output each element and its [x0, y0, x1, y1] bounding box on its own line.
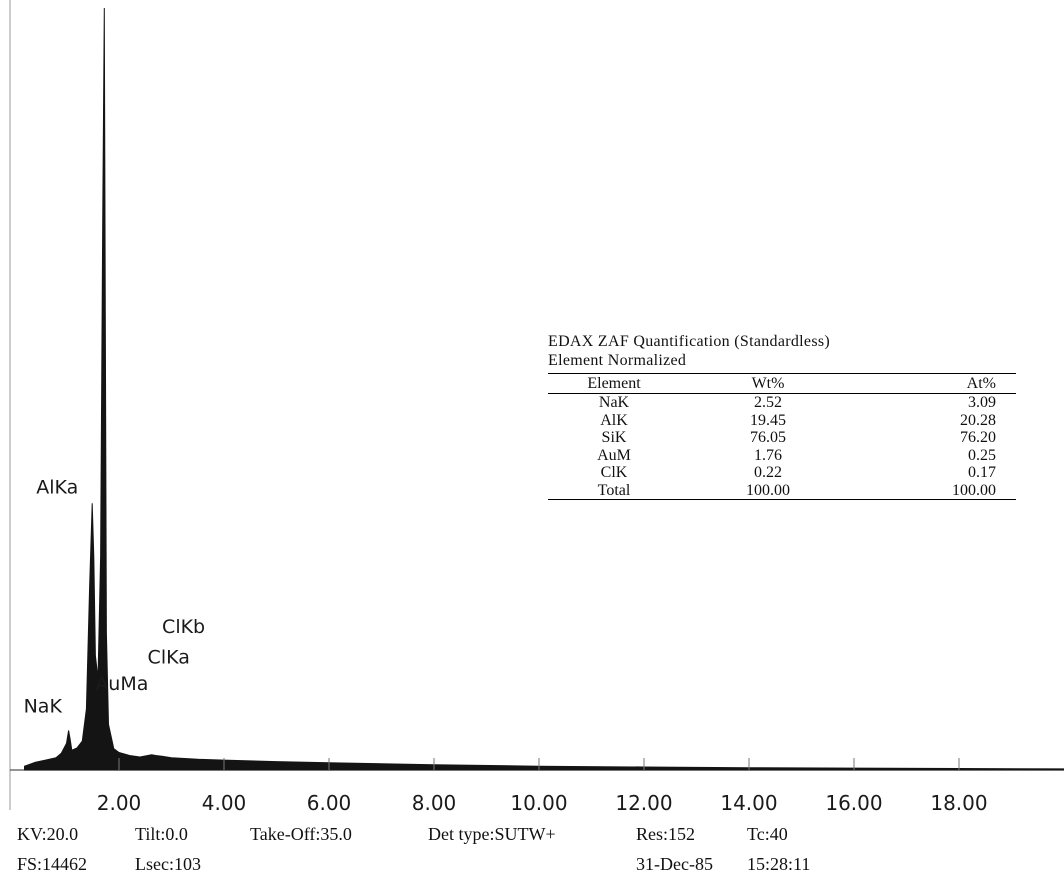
- cell-at: 20.28: [960, 411, 996, 429]
- quant-table: Element Wt% At% NaK 2.52 3.09 AlK 19.45 …: [548, 373, 1016, 500]
- spectrum-series: [24, 7, 1064, 771]
- takeoff-readout: Take-Off:35.0: [250, 824, 352, 844]
- table-row: NaK 2.52 3.09: [548, 394, 1016, 412]
- cell-wt: 19.45: [750, 411, 786, 429]
- cell-wt: 1.76: [754, 446, 782, 464]
- peak-label: NaK: [24, 695, 63, 717]
- time-constant-readout: Tc:40: [747, 824, 788, 844]
- quantification-panel: EDAX ZAF Quantification (Standardless) E…: [548, 332, 1016, 500]
- cell-at: 100.00: [856, 481, 1016, 500]
- table-row: ClK 0.22 0.17: [548, 464, 1016, 482]
- x-tick-label: 2.00: [97, 791, 142, 815]
- cell-at: 0.17: [968, 464, 996, 481]
- quant-subtitle: Element Normalized: [548, 352, 687, 369]
- cell-element: AlK: [600, 411, 628, 429]
- cell-wt: 0.22: [754, 464, 782, 481]
- cell-element: ClK: [600, 464, 628, 481]
- peak-label: AuMa: [95, 673, 148, 695]
- cell-at: 0.25: [968, 446, 996, 464]
- peak-label: ClKb: [162, 616, 205, 638]
- x-tick-label: 16.00: [825, 791, 882, 815]
- peak-label: AlKa: [36, 476, 78, 498]
- x-tick-label: 6.00: [307, 791, 352, 815]
- x-tick-label: 10.00: [510, 791, 567, 815]
- detector-type: Det type:SUTW+: [428, 824, 556, 844]
- quant-title: EDAX ZAF Quantification (Standardless): [548, 333, 831, 350]
- cell-wt: 100.00: [680, 481, 856, 500]
- table-row: AlK 19.45 20.28: [548, 412, 1016, 430]
- peak-label: ClKa: [148, 646, 190, 668]
- cell-element: SiK: [601, 429, 627, 446]
- acquisition-time: 15:28:11: [747, 854, 811, 874]
- cell-element: Total: [548, 481, 680, 500]
- table-row: AuM 1.76 0.25: [548, 447, 1016, 465]
- acquisition-info: KV:20.0 Tilt:0.0 Take-Off:35.0 Det type:…: [0, 824, 1064, 879]
- x-tick-label: 8.00: [412, 791, 457, 815]
- table-row: SiK 76.05 76.20: [548, 429, 1016, 447]
- x-tick-label: 18.00: [930, 791, 987, 815]
- x-tick-label: 14.00: [720, 791, 777, 815]
- quant-header-row: Element Wt% At%: [548, 373, 1016, 394]
- cell-wt: 2.52: [754, 394, 782, 411]
- full-scale-readout: FS:14462: [17, 854, 88, 874]
- peak-label: SiKa: [83, 0, 124, 3]
- cell-at: 3.09: [968, 394, 996, 411]
- quant-header-element: Element: [548, 373, 680, 394]
- x-tick-label: 4.00: [202, 791, 247, 815]
- quant-header-wt: Wt%: [680, 373, 856, 394]
- kv-readout: KV:20.0: [17, 824, 79, 844]
- tilt-readout: Tilt:0.0: [135, 824, 188, 844]
- quant-header-at: At%: [856, 373, 1016, 394]
- cell-element: NaK: [598, 394, 630, 411]
- cell-wt: 76.05: [750, 429, 786, 446]
- acquisition-date: 31-Dec-85: [636, 854, 713, 874]
- live-seconds-readout: Lsec:103: [135, 854, 201, 874]
- cell-at: 76.20: [960, 429, 996, 446]
- table-row-total: Total 100.00 100.00: [548, 481, 1016, 500]
- cell-element: AuM: [597, 446, 631, 464]
- x-tick-label: 12.00: [615, 791, 672, 815]
- resolution-readout: Res:152: [636, 824, 696, 844]
